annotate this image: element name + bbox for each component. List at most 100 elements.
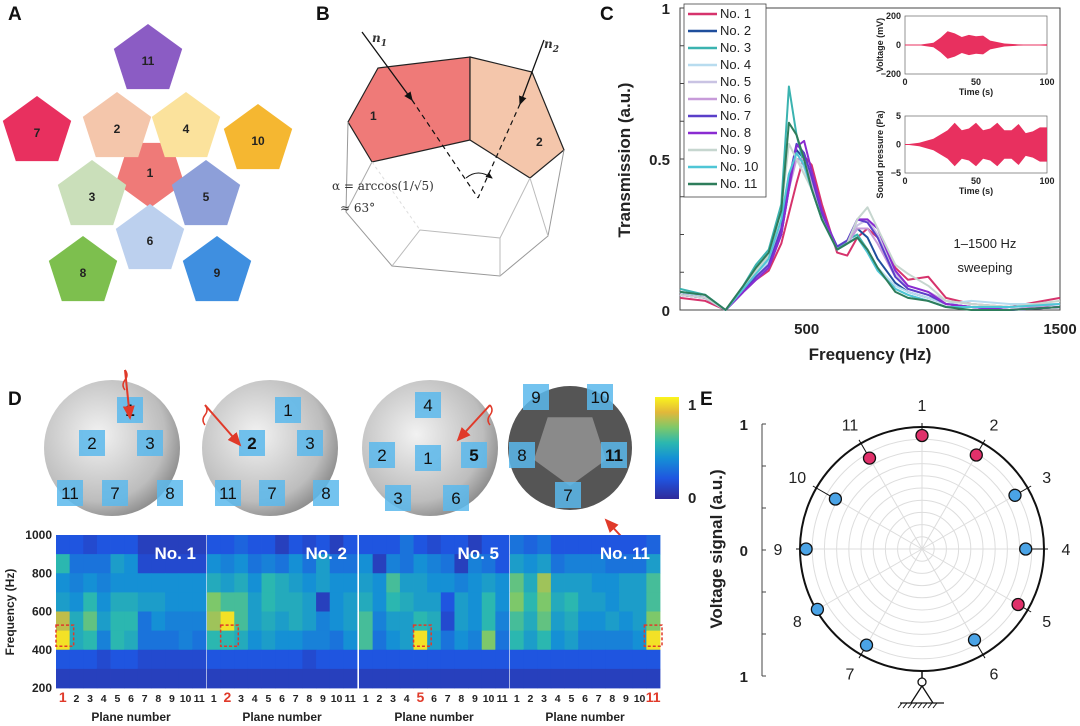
heatmap-cell xyxy=(413,535,428,555)
heatmap-cell xyxy=(495,611,510,632)
heatmap-cell xyxy=(234,592,249,612)
sweep-annotation-line1: 1–1500 Hz xyxy=(954,236,1017,251)
heatmap-cell xyxy=(537,611,552,632)
heatmap-cell xyxy=(207,611,222,632)
heatmap-cell xyxy=(192,554,207,574)
plane-tick-label: 11 xyxy=(345,693,356,705)
heatmap-cell xyxy=(69,592,84,612)
heatmap-cell xyxy=(316,611,331,632)
heatmap-cell xyxy=(178,630,193,651)
heatmap-cell xyxy=(564,611,579,632)
normal-n2-label: n2 xyxy=(544,37,559,55)
sphere-cavity xyxy=(533,417,607,486)
heatmap-cell xyxy=(165,668,180,689)
plane-tick-label: 3 xyxy=(541,693,547,705)
heatmap-cell xyxy=(110,535,125,555)
heatmap-cell xyxy=(69,535,84,555)
heatmap-title: No. 2 xyxy=(305,544,347,563)
legend-label-2: No. 2 xyxy=(720,23,751,38)
polar-spoke xyxy=(816,548,923,611)
heatmap-cell xyxy=(632,592,647,612)
heatmap-cell xyxy=(124,592,139,612)
plane-tick-label: 10 xyxy=(180,693,192,705)
heatmap-cell xyxy=(413,573,428,593)
heatmap-cell xyxy=(275,630,290,651)
heatmap-cell xyxy=(523,630,538,651)
heatmap-cell xyxy=(275,611,290,632)
heatmap-cell xyxy=(510,592,525,612)
heatmap-cell xyxy=(440,535,455,555)
heatmap-cell xyxy=(481,630,496,651)
heatmap-cell xyxy=(537,535,552,555)
heatmap-cell xyxy=(124,611,139,632)
heatmap-cell xyxy=(427,573,442,593)
pentagon-face-5 xyxy=(171,160,241,226)
dodecahedron-diagram: 1 2 n1 n2 α = arccos(1/√5) ≈ 63° xyxy=(332,31,565,277)
heatmap-cell xyxy=(124,630,139,651)
heatmap-cell xyxy=(386,573,401,593)
heatmap-cell xyxy=(523,573,538,593)
heatmap-cell xyxy=(523,592,538,612)
legend-label-8: No. 8 xyxy=(720,125,751,140)
heatmap-cell xyxy=(275,649,290,670)
plane-marker-label-7: 7 xyxy=(563,486,572,505)
plane-marker-2 xyxy=(79,430,105,456)
pentagon-label-7: 7 xyxy=(34,126,41,140)
heatmap-cell xyxy=(220,649,235,670)
heatmap-cell xyxy=(343,573,358,593)
plane-tick-label: 8 xyxy=(155,693,161,705)
c-ytick-label: 1 xyxy=(662,1,670,18)
plane-marker-label-4: 4 xyxy=(423,396,432,415)
heatmap-cell xyxy=(591,630,606,651)
plane-marker-3 xyxy=(137,430,163,456)
heatmap-cell xyxy=(454,630,469,651)
heatmap-cell xyxy=(56,649,71,670)
heatmap-cell xyxy=(481,611,496,632)
heatmap-cell xyxy=(427,535,442,555)
heatmap-cell xyxy=(124,554,139,574)
heatmap-cell xyxy=(56,573,71,593)
heatmap-cell xyxy=(413,554,428,574)
heatmap-cell xyxy=(427,649,442,670)
heatmap-cell xyxy=(468,535,483,555)
plane-tick-label: 8 xyxy=(458,693,464,705)
heatmap-cell xyxy=(440,554,455,574)
heatmap-cell xyxy=(537,573,552,593)
heatmap-cell xyxy=(578,611,593,632)
polar-spoke xyxy=(921,548,1028,611)
heatmap-cell xyxy=(359,554,374,574)
plane-marker-8 xyxy=(157,480,183,506)
heatmap-cell xyxy=(83,573,98,593)
excitation-arrow-icon xyxy=(122,369,135,420)
pentagon-face-3 xyxy=(57,160,127,226)
plane-marker-label-11: 11 xyxy=(61,484,79,503)
heatmap-cell xyxy=(302,535,317,555)
e-ylabel: Voltage signal (a.u.) xyxy=(707,469,726,628)
heatmap-xlabel: Plane number xyxy=(394,710,474,724)
inset-ylabel: Sound pressure (Pa) xyxy=(875,110,885,198)
heatmap-cell xyxy=(56,630,71,651)
heatmap-cell xyxy=(454,554,469,574)
heatmap-cell xyxy=(329,668,344,689)
pentagon-label-5: 5 xyxy=(203,190,210,204)
heatmap-cell xyxy=(372,554,387,574)
plane-point-8 xyxy=(810,602,825,617)
heatmap-cell xyxy=(427,554,442,574)
ground-hatch xyxy=(897,702,903,709)
c-xtick-label: 500 xyxy=(794,321,819,338)
heatmap-cell xyxy=(413,649,428,670)
heatmap-cell xyxy=(632,535,647,555)
heatmap-cell xyxy=(137,535,152,555)
heatmap-cell xyxy=(454,668,469,689)
heatmap-cell xyxy=(495,649,510,670)
heatmap-cell xyxy=(110,649,125,670)
plane-marker-label-10: 10 xyxy=(591,388,610,407)
heatmap-cell xyxy=(578,592,593,612)
heatmap-cell xyxy=(151,649,166,670)
heatmap-cell xyxy=(329,649,344,670)
heatmap-cell xyxy=(83,630,98,651)
heatmap-cell xyxy=(151,592,166,612)
pentagon-label-4: 4 xyxy=(183,122,190,136)
